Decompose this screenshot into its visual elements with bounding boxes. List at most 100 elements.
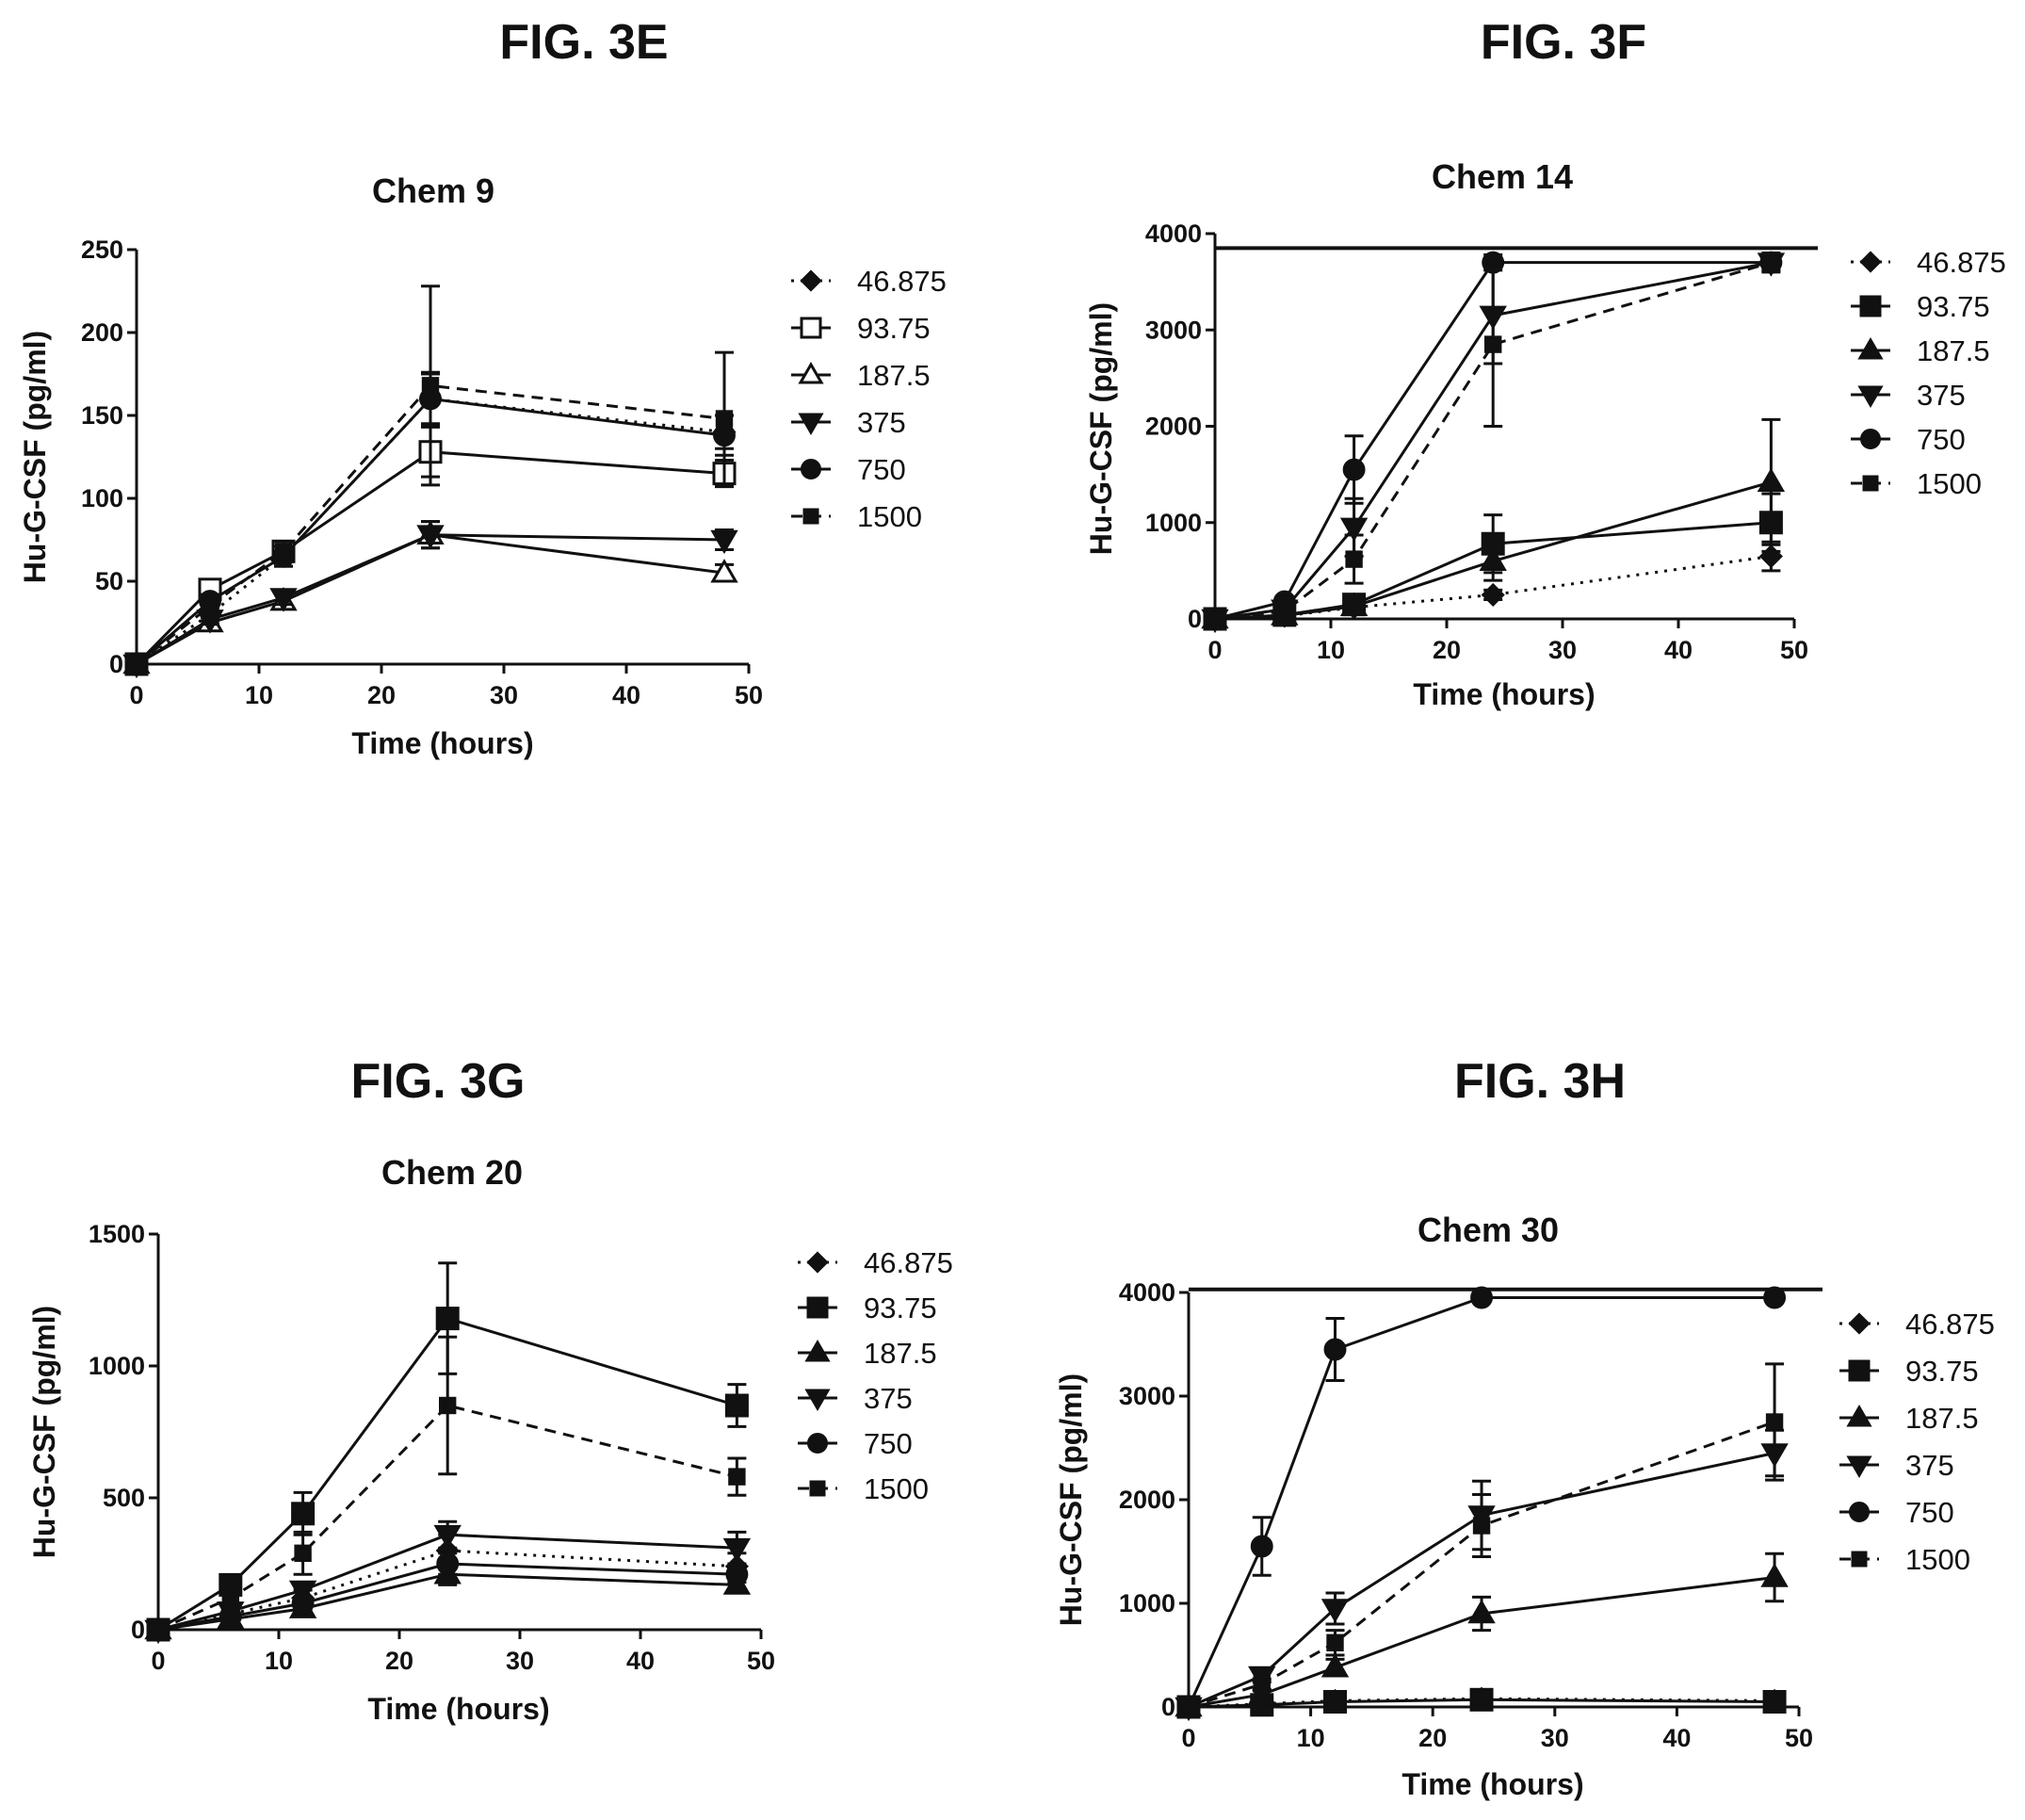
x-tick-label: 10 <box>1297 1724 1325 1752</box>
data-point <box>1323 1338 1347 1361</box>
x-tick-label: 0 <box>151 1647 165 1675</box>
chart-title: Chem 9 <box>372 171 494 210</box>
legend: 46.875 93.75 187.5 375 750 1500 <box>1839 1308 1995 1576</box>
chart-panel: FIG. 3E Chem 9 0 50 100 150 200 250 0 10 20 30 40 50 T… <box>18 15 947 760</box>
data-point <box>1765 1413 1784 1431</box>
legend-label: 1500 <box>864 1472 929 1505</box>
x-tick-label: 10 <box>1317 636 1345 664</box>
data-point <box>1326 1633 1344 1651</box>
data-point <box>219 1605 242 1628</box>
data-point <box>1275 602 1293 621</box>
x-tick-label: 0 <box>1207 636 1222 664</box>
legend-marker <box>802 508 819 525</box>
data-point <box>127 655 146 674</box>
data-point <box>1481 582 1505 608</box>
data-point <box>710 529 738 555</box>
legend-marker <box>800 317 822 339</box>
series-line <box>136 383 725 666</box>
legend-label: 1500 <box>1905 1543 1970 1576</box>
series-line <box>136 533 725 666</box>
data-point <box>1762 1690 1787 1714</box>
x-tick-label: 20 <box>1418 1724 1447 1752</box>
figure-label: FIG. 3F <box>1481 15 1646 70</box>
legend-label: 46.875 <box>864 1246 953 1279</box>
legend-label: 375 <box>864 1382 913 1415</box>
y-axis-label: Hu-G-CSF (pg/ml) <box>18 331 52 583</box>
data-point <box>221 1589 240 1607</box>
legend-marker <box>804 1389 831 1411</box>
chart-title: Chem 14 <box>1432 157 1573 196</box>
x-tick-label: 30 <box>1541 1724 1569 1752</box>
data-point <box>291 1592 315 1615</box>
legend-marker <box>1848 1359 1871 1382</box>
legend-label: 750 <box>857 453 906 486</box>
data-point <box>421 377 440 395</box>
x-tick-label: 40 <box>626 1647 655 1675</box>
legend-marker <box>1849 1502 1870 1522</box>
x-tick-label: 10 <box>265 1647 293 1675</box>
data-point <box>1253 1675 1271 1693</box>
y-axis-label: Hu-G-CSF (pg/ml) <box>27 1306 61 1558</box>
x-tick-label: 40 <box>1662 1724 1691 1752</box>
legend-label: 93.75 <box>1917 290 1990 323</box>
legend-marker <box>1860 429 1881 449</box>
legend-label: 375 <box>1905 1449 1954 1482</box>
y-tick-label: 2000 <box>1145 413 1202 441</box>
data-point <box>1339 517 1369 542</box>
data-point <box>1206 609 1224 628</box>
x-tick-label: 50 <box>747 1647 775 1675</box>
data-point <box>433 1524 462 1550</box>
legend-label: 46.875 <box>857 265 947 298</box>
x-axis-label: Time (hours) <box>1413 677 1595 711</box>
x-tick-label: 40 <box>1664 636 1693 664</box>
legend-marker <box>801 459 821 479</box>
legend-marker <box>1857 385 1884 408</box>
legend-label: 375 <box>1917 379 1966 412</box>
data-point <box>201 597 219 615</box>
legend: 46.875 93.75 187.5 375 750 1500 <box>1851 246 2006 500</box>
y-tick-label: 4000 <box>1145 219 1202 248</box>
data-point <box>1339 592 1369 617</box>
chart-title: Chem 20 <box>381 1153 523 1192</box>
legend-marker <box>1862 475 1879 492</box>
legend-marker <box>798 362 824 384</box>
data-point <box>710 559 738 583</box>
data-point <box>439 1396 457 1415</box>
x-tick-label: 50 <box>735 681 763 709</box>
legend-label: 187.5 <box>1917 334 1990 367</box>
data-point <box>728 1468 746 1486</box>
data-point <box>722 1537 752 1563</box>
y-axis-label: Hu-G-CSF (pg/ml) <box>1054 1373 1088 1626</box>
y-tick-label: 200 <box>81 318 123 347</box>
data-point <box>291 1502 316 1526</box>
series-1500 <box>1206 252 1781 628</box>
data-point <box>1248 1680 1276 1705</box>
x-axis-label: Time (hours) <box>367 1692 549 1726</box>
y-tick-label: 0 <box>1188 605 1202 633</box>
y-tick-label: 1500 <box>89 1220 145 1248</box>
x-tick-label: 0 <box>129 681 143 709</box>
data-point <box>436 1552 460 1575</box>
x-axis-label: Time (hours) <box>351 726 533 760</box>
data-point <box>1763 1286 1787 1309</box>
x-tick-label: 50 <box>1785 1724 1813 1752</box>
legend-label: 187.5 <box>1905 1402 1979 1435</box>
figure-label: FIG. 3E <box>499 15 668 70</box>
legend-marker <box>1857 337 1884 360</box>
y-tick-label: 4000 <box>1119 1278 1175 1307</box>
data-point <box>1469 1687 1494 1712</box>
data-point <box>274 543 293 561</box>
legend-marker <box>809 1480 826 1497</box>
legend-marker <box>806 1251 829 1274</box>
series-line <box>136 533 725 666</box>
data-point <box>1760 1563 1789 1587</box>
y-axis-label: Hu-G-CSF (pg/ml) <box>1084 302 1118 555</box>
x-tick-label: 40 <box>612 681 640 709</box>
legend-marker <box>1846 1405 1872 1427</box>
legend-marker <box>804 1340 831 1362</box>
y-tick-label: 50 <box>95 567 123 595</box>
y-tick-label: 3000 <box>1145 316 1202 344</box>
legend: 46.875 93.75 187.5 375 750 1500 <box>791 265 947 533</box>
data-point <box>1484 335 1502 353</box>
series-line <box>157 1549 737 1632</box>
